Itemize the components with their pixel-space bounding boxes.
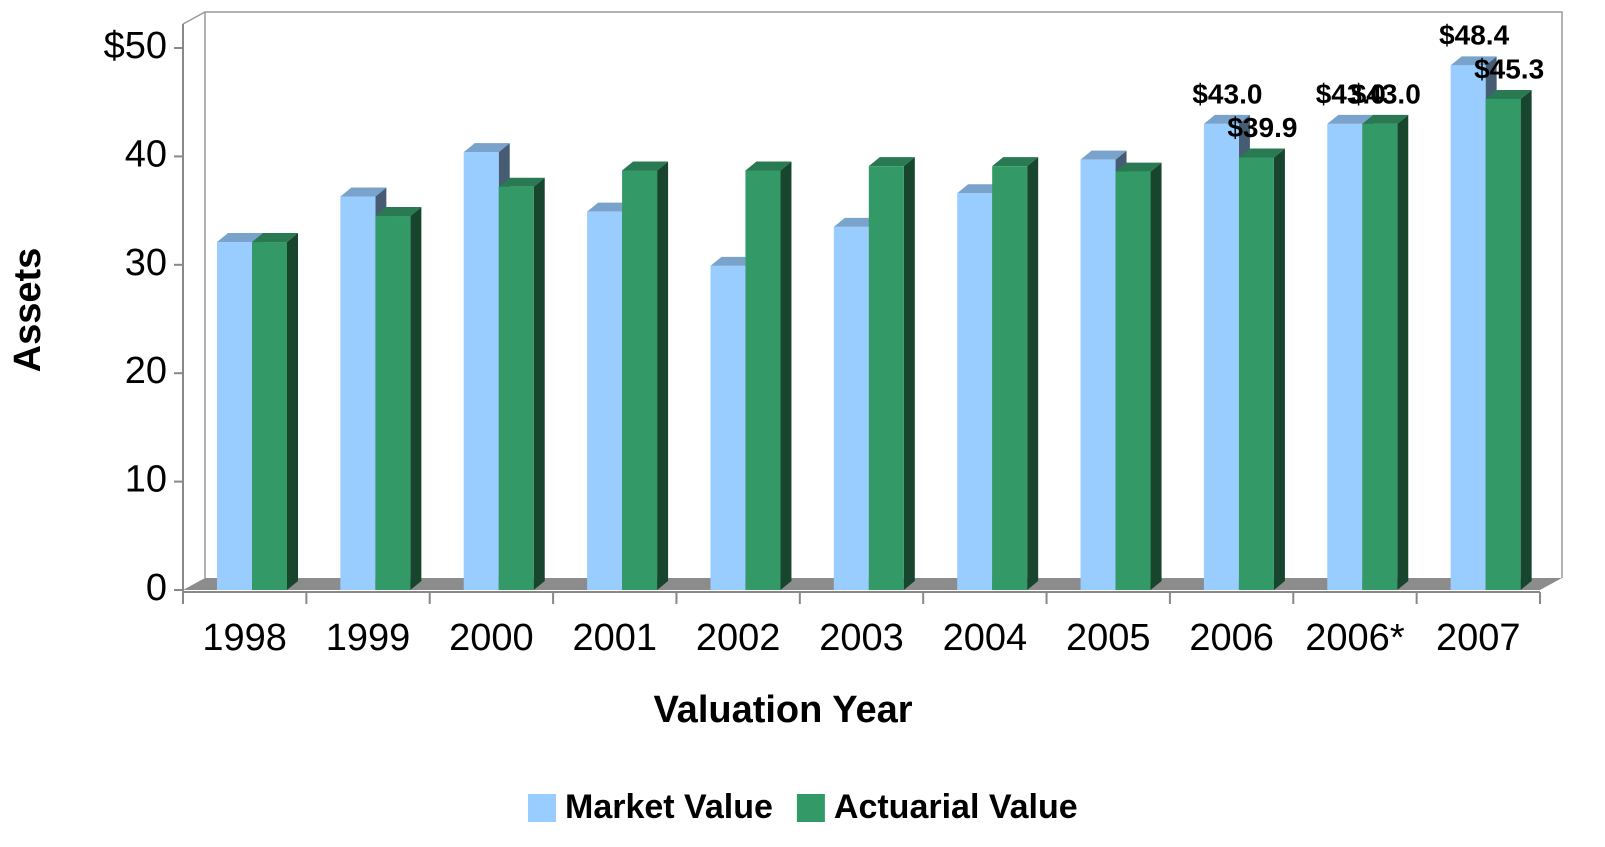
value-label: $43.0: [1192, 78, 1262, 109]
bar-side: [1027, 157, 1039, 590]
bar: [340, 196, 376, 590]
x-tick-label: 2007: [1436, 617, 1521, 659]
bar-top: [1327, 114, 1374, 124]
bar-top: [498, 177, 545, 187]
bar-top: [1080, 150, 1127, 160]
bar: [498, 186, 534, 590]
bar-side: [1520, 89, 1532, 590]
bar: [833, 226, 869, 591]
bar: [1485, 98, 1521, 590]
bar-top: [745, 161, 792, 171]
bar-top: [375, 207, 422, 217]
bar: [1080, 159, 1116, 591]
value-label: $45.3: [1474, 53, 1544, 84]
y-tick-label: 10: [125, 459, 167, 501]
bar: [1450, 65, 1486, 591]
bar: [957, 193, 993, 591]
bar-top: [1238, 148, 1285, 158]
value-label: $48.4: [1439, 20, 1509, 51]
bar-top: [957, 184, 1004, 194]
bar-side: [657, 161, 669, 590]
x-tick-label: 2002: [696, 617, 781, 659]
legend-swatch: [796, 794, 825, 822]
x-tick-label: 1998: [202, 617, 287, 659]
bar-side: [780, 161, 792, 590]
bar-top: [1485, 89, 1532, 99]
back-wall: [204, 11, 1563, 578]
bar-side: [1150, 162, 1162, 591]
bar: [992, 166, 1028, 590]
value-label: $39.9: [1227, 112, 1297, 143]
y-tick-label: 0: [146, 567, 167, 609]
x-tick-label: 2000: [449, 617, 534, 659]
value-label: $43.0: [1351, 78, 1421, 109]
bar-top: [1115, 162, 1162, 172]
x-tick-label: 1999: [326, 617, 411, 659]
bar-top: [217, 233, 263, 243]
bar-top: [992, 157, 1039, 167]
bar: [463, 152, 499, 590]
bar: [375, 216, 411, 590]
x-tick-label: 2001: [572, 617, 657, 659]
bar-top: [1450, 56, 1497, 66]
bar-side: [1397, 114, 1409, 590]
bar-top: [710, 256, 757, 266]
bar: [1203, 123, 1239, 590]
y-tick-label: $50: [104, 25, 167, 67]
bar-top: [463, 143, 510, 153]
x-tick-label: 2006*: [1305, 617, 1405, 659]
bar-side: [410, 207, 422, 590]
y-tick-label: 20: [125, 350, 167, 392]
legend-label: Actuarial Value: [834, 788, 1078, 826]
bar: [868, 166, 904, 590]
bar-side: [903, 157, 915, 590]
bar-top: [622, 161, 669, 171]
bar: [1327, 123, 1363, 590]
bar: [587, 211, 623, 590]
y-tick-label: 30: [125, 242, 167, 284]
y-axis-label: Assets: [7, 248, 49, 373]
bar-top: [833, 217, 880, 227]
bar: [1362, 123, 1398, 590]
bar-top: [868, 157, 915, 167]
bar-top: [1203, 114, 1250, 124]
bar-side: [1273, 148, 1285, 590]
bar: [710, 265, 746, 590]
legend-swatch: [528, 794, 556, 822]
wall-edge: [182, 11, 206, 25]
bar-top: [340, 187, 387, 197]
x-tick-label: 2004: [943, 617, 1028, 659]
bar-top: [1362, 114, 1409, 124]
bar: [622, 170, 658, 590]
bar: [1115, 171, 1151, 591]
bar: [217, 242, 252, 590]
legend-label: Market Value: [565, 788, 773, 826]
bar: [745, 170, 781, 590]
bar-side: [287, 233, 298, 590]
x-tick-label: 2005: [1066, 617, 1151, 659]
bar-top: [587, 202, 634, 212]
bar-side: [533, 177, 545, 590]
value-label: $43.0: [1316, 78, 1386, 109]
x-axis-label: Valuation Year: [653, 689, 912, 731]
bar-top: [252, 233, 298, 243]
bar: [252, 242, 287, 590]
x-tick-label: 2006: [1189, 617, 1274, 659]
bar: [1238, 157, 1274, 590]
y-tick-label: 40: [125, 133, 167, 175]
x-tick-label: 2003: [819, 617, 904, 659]
